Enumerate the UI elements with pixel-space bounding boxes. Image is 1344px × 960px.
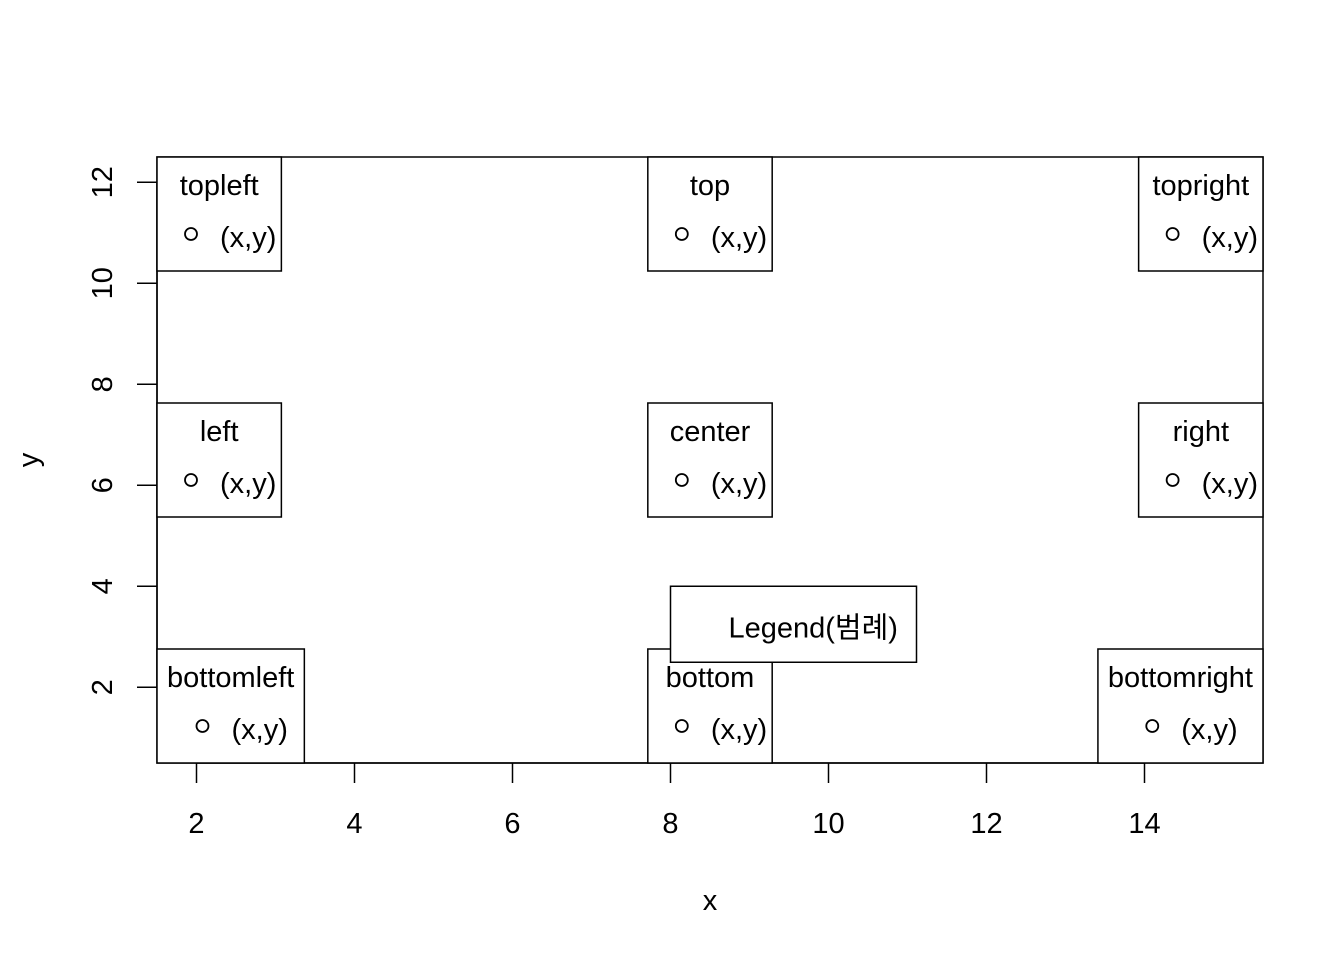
legend-symbol bbox=[184, 227, 198, 241]
y-tick-label: 8 bbox=[87, 376, 119, 392]
legend-topleft: topleft (x,y) bbox=[156, 156, 283, 272]
legend-symbol bbox=[674, 473, 689, 487]
legend-label: (x,y) bbox=[1202, 468, 1258, 500]
x-tick-label: 14 bbox=[1128, 808, 1160, 840]
legend-box bbox=[156, 402, 283, 518]
legend-box bbox=[156, 648, 306, 764]
x-tick-label: 10 bbox=[812, 808, 844, 840]
legend-bottomright: bottomright (x,y) bbox=[1097, 648, 1264, 764]
x-tick-label: 12 bbox=[970, 808, 1002, 840]
legend-label: (x,y) bbox=[711, 222, 767, 254]
legend-left: left (x,y) bbox=[156, 402, 283, 518]
legend-boxes: topleft (x,y) top (x,y) topright (x,y) left (x,… bbox=[156, 156, 1264, 764]
legend-title: center bbox=[670, 416, 751, 448]
legend-title: left bbox=[200, 416, 239, 448]
legend-label: (x,y) bbox=[220, 468, 276, 500]
annotation-legend: Legend(범례) bbox=[669, 585, 918, 663]
x-tick-label: 2 bbox=[188, 808, 204, 840]
legend-title: right bbox=[1173, 416, 1229, 448]
y-tick-label: 2 bbox=[87, 679, 119, 695]
legend-center: center (x,y) bbox=[647, 402, 773, 518]
legend-label: (x,y) bbox=[711, 714, 767, 746]
legend-box bbox=[1097, 648, 1264, 764]
y-tick-label: 10 bbox=[87, 267, 119, 299]
legend-title: bottomleft bbox=[167, 662, 294, 694]
legend-topright: topright (x,y) bbox=[1137, 156, 1264, 272]
legend-box bbox=[647, 156, 773, 272]
legend-top: top (x,y) bbox=[647, 156, 773, 272]
legend-box bbox=[156, 156, 283, 272]
x-tick-label: 8 bbox=[662, 808, 678, 840]
x-tick-label: 4 bbox=[346, 808, 362, 840]
annotation-legend-label: Legend(범례) bbox=[729, 612, 898, 644]
legend-symbol bbox=[674, 227, 689, 241]
legend-symbol bbox=[1145, 719, 1160, 733]
y-tick-label: 6 bbox=[87, 477, 119, 493]
legend-symbol bbox=[184, 473, 198, 487]
legend-symbol bbox=[674, 719, 689, 733]
legend-right: right (x,y) bbox=[1137, 402, 1264, 518]
legend-symbol bbox=[195, 719, 210, 733]
legend-box bbox=[647, 648, 773, 764]
legend-label: (x,y) bbox=[220, 222, 276, 254]
y-tick-label: 12 bbox=[87, 166, 119, 198]
legend-box bbox=[647, 402, 773, 518]
legend-box bbox=[1137, 156, 1264, 272]
legend-title: bottom bbox=[666, 662, 755, 694]
legend-label: (x,y) bbox=[711, 468, 767, 500]
legend-title: top bbox=[690, 170, 730, 202]
legend-title: bottomright bbox=[1108, 662, 1253, 694]
legend-bottom: bottom (x,y) bbox=[647, 648, 773, 764]
x-tick-label: 6 bbox=[504, 808, 520, 840]
x-axis-title: x bbox=[703, 885, 718, 917]
annotation-legend-box bbox=[669, 585, 918, 663]
y-axis-title: y bbox=[13, 452, 45, 467]
legend-symbol bbox=[1165, 227, 1180, 241]
y-tick-label: 4 bbox=[87, 578, 119, 594]
legend-title: topright bbox=[1152, 170, 1249, 202]
legend-label: (x,y) bbox=[1202, 222, 1258, 254]
legend-label: (x,y) bbox=[1181, 714, 1237, 746]
legend-bottomleft: bottomleft (x,y) bbox=[156, 648, 306, 764]
legend-label: (x,y) bbox=[231, 714, 287, 746]
legend-box bbox=[1137, 402, 1264, 518]
legend-title: topleft bbox=[180, 170, 259, 202]
legend-symbol bbox=[1165, 473, 1180, 487]
